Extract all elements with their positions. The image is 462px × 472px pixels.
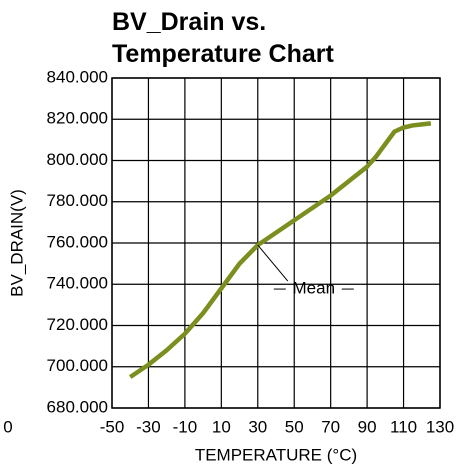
x-axis-label: TEMPERATURE (°C) — [195, 445, 357, 464]
y-tick-label: 820.000 — [47, 109, 108, 128]
x-tick-label: 90 — [358, 417, 377, 436]
y-tick-label: 800.000 — [47, 150, 108, 169]
x-tick-label: -30 — [136, 417, 161, 436]
y-tick-label: 840.000 — [47, 67, 108, 86]
chart-title: BV_Drain vs. — [112, 8, 266, 36]
x-tick-label: 30 — [248, 417, 267, 436]
y-tick-label: 760.000 — [47, 232, 108, 251]
chart-title: Temperature Chart — [112, 40, 334, 68]
x-tick-label: 10 — [212, 417, 231, 436]
y-axis-label: BV_DRAIN(V) — [7, 189, 26, 297]
y-tick-label: 720.000 — [47, 315, 108, 334]
x-tick-label: 70 — [321, 417, 340, 436]
y-tick-label: 780.000 — [47, 191, 108, 210]
series-line — [128, 121, 432, 379]
x-tick-label: 130 — [426, 417, 454, 436]
x-tick-label: -10 — [173, 417, 198, 436]
y-tick-label: 700.000 — [47, 356, 108, 375]
stray-label: 0 — [3, 417, 12, 436]
plot-frame — [111, 77, 441, 409]
annotation-leader — [257, 244, 289, 282]
annotation: Mean — [293, 279, 336, 298]
x-tick-label: 110 — [390, 417, 417, 436]
x-tick-label: -50 — [100, 417, 125, 436]
y-tick-label: 680.000 — [47, 397, 108, 416]
y-tick-label: 740.000 — [47, 274, 108, 293]
x-tick-label: 50 — [285, 417, 304, 436]
